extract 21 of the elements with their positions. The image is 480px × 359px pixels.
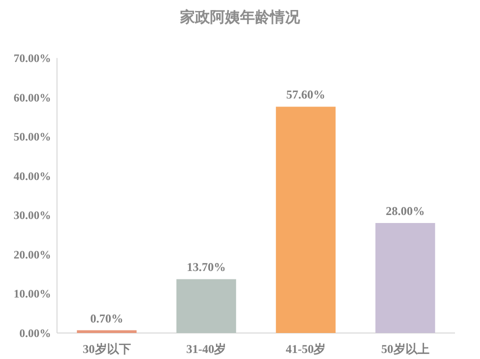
y-tick-label: 50.00%: [14, 132, 51, 144]
y-tick-label: 20.00%: [14, 249, 51, 262]
y-tick-label: 70.00%: [14, 53, 51, 65]
bar: [276, 106, 336, 333]
x-tick-label: 50岁以上: [381, 342, 430, 356]
data-label: 0.70%: [90, 311, 124, 326]
data-label: 13.70%: [186, 260, 226, 274]
y-tick-label: 60.00%: [14, 92, 51, 104]
x-tick-label: 41-50岁: [286, 342, 326, 356]
x-tick-label: 30岁以下: [82, 342, 131, 356]
y-tick-label: 40.00%: [14, 170, 51, 183]
y-tick-label: 0.00%: [19, 328, 51, 340]
chart-title: 家政阿姨年龄情况: [179, 8, 301, 26]
x-tick-label: 31-40岁: [186, 342, 226, 356]
y-tick-label: 30.00%: [14, 210, 51, 222]
y-tick-label: 10.00%: [14, 288, 51, 301]
data-label: 57.60%: [286, 88, 326, 102]
bar: [375, 223, 436, 333]
bar: [176, 279, 236, 333]
data-label: 28.00%: [386, 204, 425, 218]
bar: [76, 330, 137, 333]
